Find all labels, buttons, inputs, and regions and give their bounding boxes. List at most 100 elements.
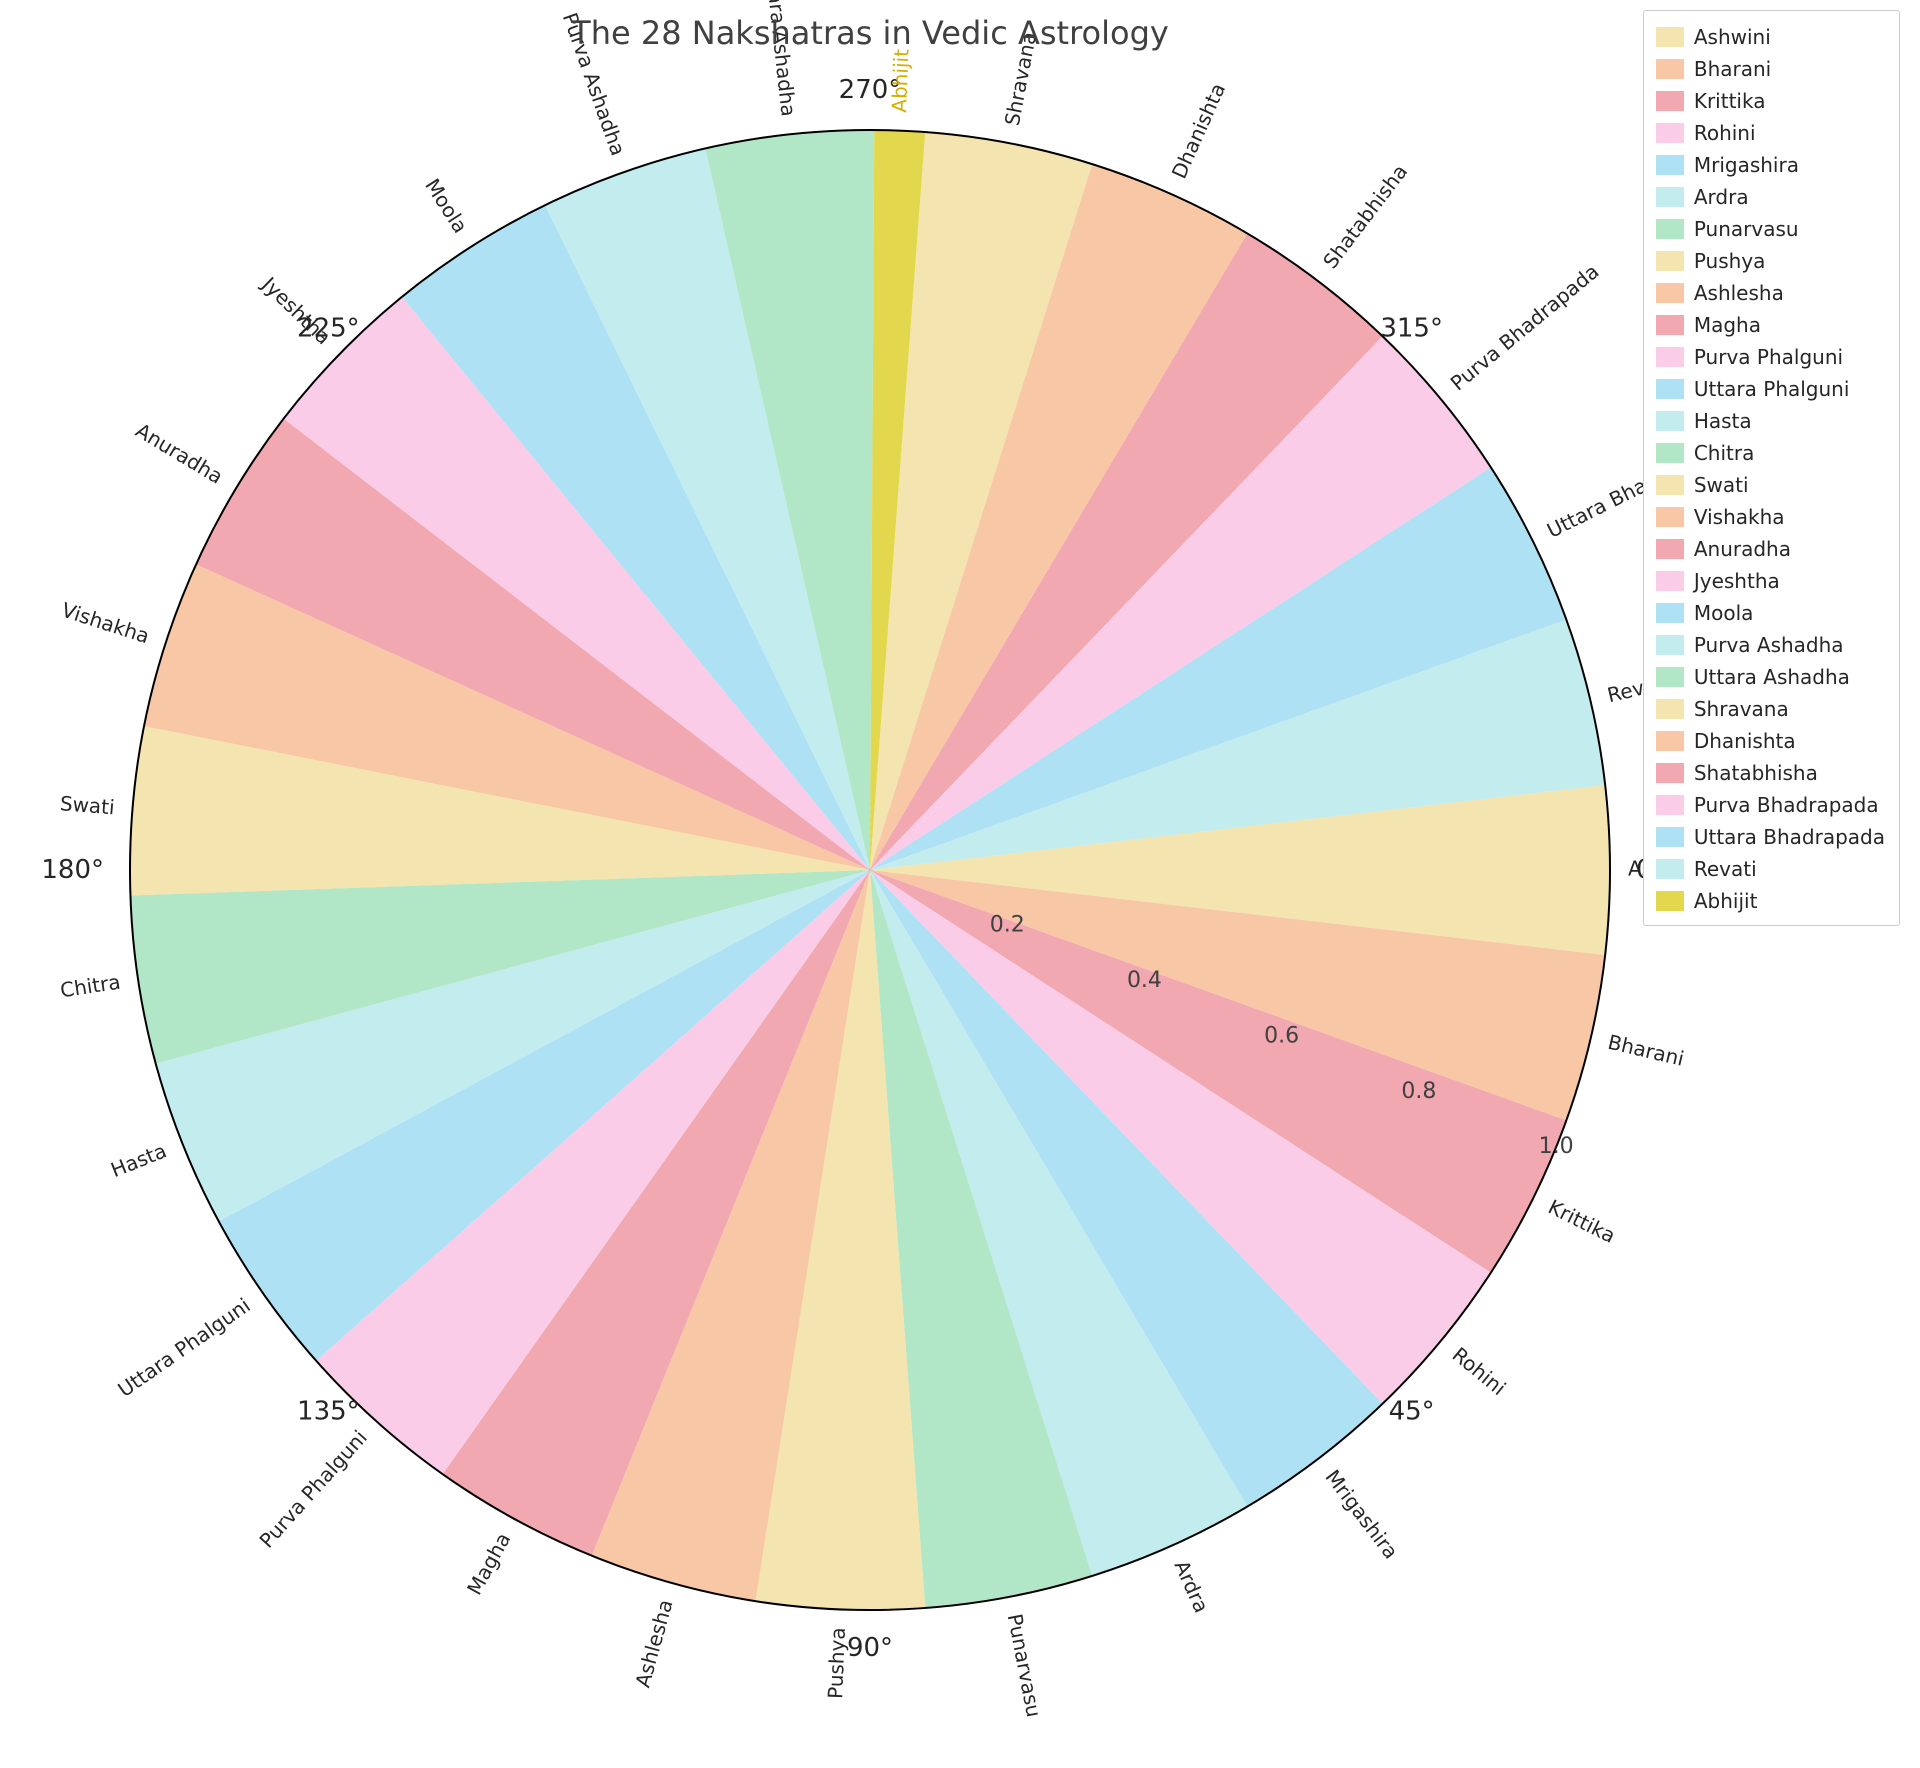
- legend-label: Abhijit: [1694, 889, 1758, 913]
- legend-item: Uttara Ashadha: [1656, 661, 1885, 693]
- wedge-label: Punarvasu: [1003, 1612, 1046, 1719]
- legend-swatch: [1656, 123, 1684, 143]
- wedge-label: Dhanishta: [1167, 79, 1230, 182]
- legend-label: Ashlesha: [1694, 281, 1784, 305]
- chart-title: The 28 Nakshatras in Vedic Astrology: [570, 14, 1169, 52]
- legend-label: Shravana: [1694, 697, 1789, 721]
- legend-label: Rohini: [1694, 121, 1756, 145]
- legend-swatch: [1656, 699, 1684, 719]
- legend-item: Uttara Bhadrapada: [1656, 821, 1885, 853]
- legend-swatch: [1656, 379, 1684, 399]
- nakshatra-polar-chart: 0°45°90°135°180°225°270°315°0.20.40.60.8…: [0, 0, 1920, 1768]
- legend-item: Abhijit: [1656, 885, 1885, 917]
- legend-item: Purva Phalguni: [1656, 341, 1885, 373]
- angle-tick-label: 45°: [1389, 1397, 1435, 1427]
- wedge-label: Swati: [59, 791, 115, 819]
- legend-label: Krittika: [1694, 89, 1766, 113]
- wedge-label: Magha: [462, 1529, 515, 1599]
- legend-label: Revati: [1694, 857, 1757, 881]
- angle-tick-label: 315°: [1380, 313, 1443, 343]
- legend-label: Anuradha: [1694, 537, 1791, 561]
- legend-label: Uttara Bhadrapada: [1694, 825, 1885, 849]
- legend-item: Shatabhisha: [1656, 757, 1885, 789]
- legend-item: Bharani: [1656, 53, 1885, 85]
- legend-swatch: [1656, 891, 1684, 911]
- legend-label: Pushya: [1694, 249, 1766, 273]
- wedge-label: Krittika: [1544, 1195, 1619, 1248]
- legend-item: Rohini: [1656, 117, 1885, 149]
- wedge-label: Ashlesha: [630, 1597, 677, 1690]
- legend-item: Pushya: [1656, 245, 1885, 277]
- angle-tick-label: 180°: [41, 855, 104, 885]
- legend-item: Ardra: [1656, 181, 1885, 213]
- legend-swatch: [1656, 539, 1684, 559]
- radial-tick-label: 1.0: [1539, 1134, 1574, 1159]
- legend-swatch: [1656, 91, 1684, 111]
- legend-swatch: [1656, 475, 1684, 495]
- legend-label: Punarvasu: [1694, 217, 1799, 241]
- legend-swatch: [1656, 27, 1684, 47]
- legend-swatch: [1656, 731, 1684, 751]
- legend-label: Dhanishta: [1694, 729, 1796, 753]
- legend-swatch: [1656, 59, 1684, 79]
- legend-label: Bharani: [1694, 57, 1771, 81]
- radial-tick-label: 0.4: [1127, 968, 1162, 993]
- legend-swatch: [1656, 187, 1684, 207]
- legend-swatch: [1656, 283, 1684, 303]
- wedge-label: Moola: [420, 174, 472, 237]
- legend-label: Moola: [1694, 601, 1754, 625]
- legend-swatch: [1656, 251, 1684, 271]
- legend-item: Anuradha: [1656, 533, 1885, 565]
- legend-item: Purva Bhadrapada: [1656, 789, 1885, 821]
- legend-swatch: [1656, 155, 1684, 175]
- angle-tick-label: 90°: [847, 1633, 893, 1663]
- legend-swatch: [1656, 763, 1684, 783]
- radial-tick-label: 0.8: [1401, 1079, 1436, 1104]
- legend-label: Jyeshtha: [1694, 569, 1780, 593]
- legend-swatch: [1656, 827, 1684, 847]
- legend-swatch: [1656, 603, 1684, 623]
- legend-item: Magha: [1656, 309, 1885, 341]
- legend-swatch: [1656, 795, 1684, 815]
- wedge-label: Purva Phalguni: [254, 1425, 371, 1552]
- wedge-label: Ardra: [1170, 1557, 1214, 1617]
- legend-item: Jyeshtha: [1656, 565, 1885, 597]
- legend-label: Shatabhisha: [1694, 761, 1818, 785]
- legend-swatch: [1656, 219, 1684, 239]
- legend-item: Ashwini: [1656, 21, 1885, 53]
- legend-label: Purva Ashadha: [1694, 633, 1844, 657]
- legend-swatch: [1656, 667, 1684, 687]
- wedge-label: Vishakha: [59, 598, 153, 649]
- legend-item: Purva Ashadha: [1656, 629, 1885, 661]
- legend-item: Uttara Phalguni: [1656, 373, 1885, 405]
- wedge-label: Anuradha: [132, 418, 228, 489]
- legend-swatch: [1656, 411, 1684, 431]
- legend-label: Ashwini: [1694, 25, 1771, 49]
- legend-label: Swati: [1694, 473, 1749, 497]
- wedges: [130, 130, 1610, 1610]
- legend-swatch: [1656, 507, 1684, 527]
- legend-label: Purva Phalguni: [1694, 345, 1843, 369]
- radial-tick-label: 0.2: [990, 912, 1025, 937]
- legend-label: Chitra: [1694, 441, 1755, 465]
- legend-swatch: [1656, 443, 1684, 463]
- wedge-label: Chitra: [59, 970, 122, 1003]
- legend-item: Dhanishta: [1656, 725, 1885, 757]
- legend-item: Punarvasu: [1656, 213, 1885, 245]
- wedge-label: Uttara Phalguni: [113, 1293, 254, 1402]
- legend-swatch: [1656, 859, 1684, 879]
- wedge-label: Abhijit: [887, 48, 914, 113]
- wedge-label: Jyeshtha: [256, 271, 336, 349]
- wedge-label: Rohini: [1448, 1342, 1511, 1400]
- legend-label: Mrigashira: [1694, 153, 1799, 177]
- legend-label: Uttara Phalguni: [1694, 377, 1850, 401]
- legend-label: Hasta: [1694, 409, 1752, 433]
- legend-item: Revati: [1656, 853, 1885, 885]
- legend-label: Uttara Ashadha: [1694, 665, 1850, 689]
- legend-label: Magha: [1694, 313, 1761, 337]
- legend-swatch: [1656, 635, 1684, 655]
- legend-label: Vishakha: [1694, 505, 1785, 529]
- legend-item: Chitra: [1656, 437, 1885, 469]
- wedge-label: Pushya: [823, 1627, 850, 1699]
- legend-label: Purva Bhadrapada: [1694, 793, 1879, 817]
